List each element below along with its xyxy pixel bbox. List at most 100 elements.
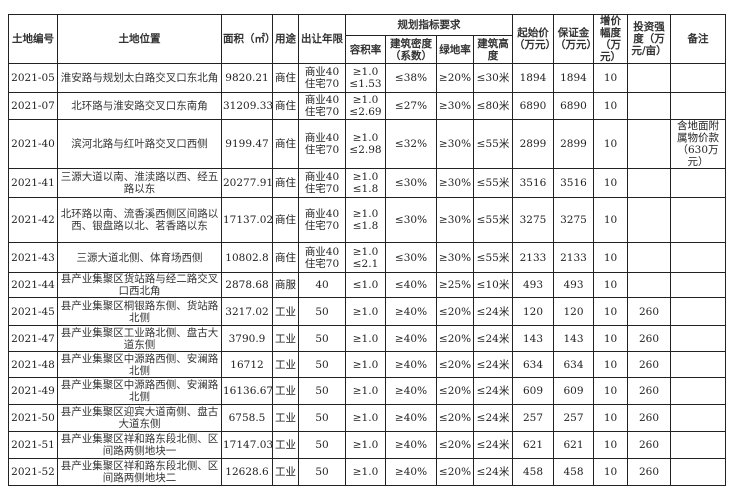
table-body: 2021-05 淮安路与规划太白路交叉口东北角 9820.21 商住 商业40 住宅70 ≥… <box>8 63 726 486</box>
parcel-investment <box>627 92 671 120</box>
parcel-far-line: ≤2.1 <box>352 257 379 270</box>
parcel-increment: 10 <box>593 168 628 198</box>
parcel-remarks <box>670 351 726 378</box>
parcel-far-line: ≥1.0 <box>352 385 379 397</box>
parcel-increment: 10 <box>593 63 628 93</box>
parcel-increment: 10 <box>593 458 628 486</box>
table-row: 2021-07 北环路与淮安路交叉口东南角 31209.33 商住 商业40 住宅70 ≥1… <box>8 92 726 120</box>
parcel-deposit: 3516 <box>553 168 594 198</box>
parcel-deposit: 3275 <box>553 197 594 243</box>
parcel-far: ≥1.0 <box>345 297 386 326</box>
parcel-id: 2021-48 <box>8 351 58 378</box>
parcel-density: ≥40% <box>385 325 437 352</box>
parcel-far-line: ≤2.98 <box>349 144 382 156</box>
parcel-far: ≥1.0 <box>345 377 386 405</box>
parcel-area: 17137.02 <box>221 197 273 243</box>
parcel-remarks: 含地面附属物价款（630万元） <box>670 119 726 169</box>
parcel-term: 商业40 住宅70 <box>298 197 346 243</box>
table-row: 2021-52 县产业集聚区祥和路东段北侧、区间路两侧地块二 12628.6 工业 50… <box>8 458 726 486</box>
parcel-term-line: 商业40 <box>304 245 340 258</box>
parcel-id: 2021-44 <box>8 272 58 298</box>
parcel-use: 商住 <box>272 197 299 243</box>
parcel-remarks <box>670 197 726 243</box>
parcel-term: 50 <box>298 325 346 352</box>
parcel-id: 2021-45 <box>8 297 58 326</box>
parcel-area: 16712 <box>221 351 273 378</box>
parcel-increment: 10 <box>593 351 628 378</box>
table-row: 2021-40 滨河北路与红叶路交叉口西侧 9199.47 商住 商业40 住宅70 ≥1.… <box>8 119 726 169</box>
parcel-density: ≤32% <box>385 119 437 169</box>
parcel-green: ≥30% <box>436 197 474 243</box>
parcel-location: 县产业集聚区中源路西侧、安澜路北侧 <box>57 351 222 378</box>
parcel-far-line: ≥1.0 <box>352 245 379 258</box>
parcel-green: ≤20% <box>436 325 474 352</box>
parcel-term: 50 <box>298 431 346 459</box>
parcel-term-line: 50 <box>315 412 329 424</box>
parcel-density: ≥40% <box>385 458 437 486</box>
parcel-use: 工业 <box>272 458 299 486</box>
parcel-green: ≥30% <box>436 242 474 273</box>
parcel-term-line: 商业40 <box>304 66 340 78</box>
parcel-far-line: ≥1.0 <box>352 439 379 451</box>
parcel-green: ≥30% <box>436 119 474 169</box>
parcel-start-price: 257 <box>512 404 554 432</box>
parcel-location: 县产业集聚区祥和路东段北侧、区间路两侧地块二 <box>57 458 222 486</box>
parcel-remarks <box>670 92 726 120</box>
parcel-term: 50 <box>298 458 346 486</box>
parcel-id: 2021-40 <box>8 119 58 169</box>
parcel-location: 北环路以南、流香溪西侧区间路以西、银盘路以北、茗香路以东 <box>57 197 222 243</box>
parcel-term: 商业40 住宅70 <box>298 168 346 198</box>
parcel-height: ≤30米 <box>473 63 513 93</box>
parcel-area: 2878.68 <box>221 272 273 298</box>
parcel-deposit: 6890 <box>553 92 594 120</box>
parcel-green: ≥30% <box>436 168 474 198</box>
parcel-deposit: 2899 <box>553 119 594 169</box>
header-increment: 增价幅度（万元） <box>593 14 628 64</box>
parcel-remarks <box>670 458 726 486</box>
parcel-term-line: 50 <box>315 305 329 318</box>
header-use: 用途 <box>272 14 299 64</box>
parcel-far-line: ≤2.69 <box>349 106 382 118</box>
parcel-far-line: ≤1.8 <box>352 220 379 232</box>
parcel-term-line: 50 <box>315 466 329 478</box>
parcel-green: ≤20% <box>436 351 474 378</box>
parcel-far-line: ≤1.53 <box>349 78 382 90</box>
parcel-use: 商住 <box>272 92 299 120</box>
parcel-far-line: ≥1.0 <box>352 66 379 78</box>
parcel-increment: 10 <box>593 431 628 459</box>
parcel-investment <box>627 197 671 243</box>
parcel-location: 县产业集聚区货站路与经二路交叉口西北角 <box>57 272 222 298</box>
parcel-term: 50 <box>298 377 346 405</box>
parcel-far-line: ≥1.0 <box>352 132 379 144</box>
parcel-height: ≤55米 <box>473 197 513 243</box>
table-row: 2021-51 县产业集聚区祥和路东段北侧、区间路两侧地块一 17147.03 工业 5… <box>8 431 726 459</box>
parcel-area: 3217.02 <box>221 297 273 326</box>
parcel-area: 3790.9 <box>221 325 273 352</box>
parcel-term-line: 50 <box>315 439 329 451</box>
parcel-location: 县产业集聚区迎宾大道南侧、盘古大道东侧 <box>57 404 222 432</box>
parcel-density: ≥40% <box>385 351 437 378</box>
parcel-far: ≥1.0 <box>345 325 386 352</box>
parcel-density: ≤30% <box>385 197 437 243</box>
parcel-far-line: ≥1.0 <box>352 208 379 220</box>
parcel-use: 商住 <box>272 63 299 93</box>
parcel-height: ≤24米 <box>473 325 513 352</box>
parcel-remarks <box>670 168 726 198</box>
header-planning: 规划指标要求 <box>345 13 513 37</box>
parcel-increment: 10 <box>593 404 628 432</box>
parcel-area: 31209.33 <box>221 92 273 120</box>
parcel-use: 工业 <box>272 377 299 405</box>
parcel-term-line: 住宅70 <box>304 183 340 195</box>
parcel-term-line: 住宅70 <box>304 257 340 270</box>
header-location: 土地位置 <box>57 14 222 64</box>
table-row: 2021-47 县产业集聚区工业路北侧、盘古大道东侧 3790.9 工业 50 ≥1.0 ≥… <box>8 325 726 352</box>
parcel-height: ≤24米 <box>473 351 513 378</box>
table-row: 2021-45 县产业集聚区桐银路东侧、货站路北侧 3217.02 工业 50 ≥1.0 ≥… <box>8 297 726 326</box>
parcel-start-price: 1894 <box>512 63 554 93</box>
parcel-start-price: 634 <box>512 351 554 378</box>
parcel-term-line: 50 <box>315 358 329 371</box>
parcel-green: ≤20% <box>436 404 474 432</box>
parcel-investment: 260 <box>627 325 671 352</box>
parcel-green: ≤20% <box>436 377 474 405</box>
parcel-far: ≥1.0 ≤2.98 <box>345 119 386 169</box>
